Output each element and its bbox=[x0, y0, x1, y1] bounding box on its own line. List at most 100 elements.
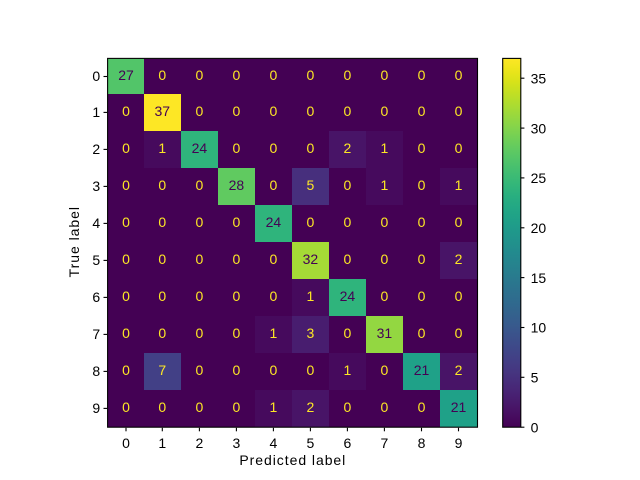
svg-text:32: 32 bbox=[303, 251, 319, 267]
svg-text:15: 15 bbox=[531, 270, 547, 286]
svg-text:1: 1 bbox=[307, 288, 315, 304]
svg-text:0: 0 bbox=[344, 214, 352, 230]
svg-text:5: 5 bbox=[92, 252, 100, 268]
svg-text:0: 0 bbox=[233, 362, 241, 378]
svg-text:27: 27 bbox=[118, 67, 134, 83]
svg-text:0: 0 bbox=[418, 67, 426, 83]
svg-text:1: 1 bbox=[270, 399, 278, 415]
svg-text:0: 0 bbox=[381, 251, 389, 267]
svg-text:0: 0 bbox=[344, 103, 352, 119]
svg-text:0: 0 bbox=[418, 214, 426, 230]
svg-text:0: 0 bbox=[381, 399, 389, 415]
svg-text:0: 0 bbox=[455, 325, 463, 341]
svg-text:0: 0 bbox=[158, 399, 166, 415]
svg-text:0: 0 bbox=[307, 67, 315, 83]
svg-text:1: 1 bbox=[381, 140, 389, 156]
svg-text:0: 0 bbox=[233, 67, 241, 83]
svg-text:0: 0 bbox=[196, 288, 204, 304]
svg-text:5: 5 bbox=[307, 177, 315, 193]
svg-text:1: 1 bbox=[381, 177, 389, 193]
svg-text:0: 0 bbox=[233, 288, 241, 304]
svg-text:1: 1 bbox=[92, 104, 100, 120]
svg-text:9: 9 bbox=[455, 435, 463, 451]
svg-text:0: 0 bbox=[307, 362, 315, 378]
svg-text:0: 0 bbox=[122, 103, 130, 119]
svg-text:0: 0 bbox=[418, 103, 426, 119]
svg-text:1: 1 bbox=[158, 140, 166, 156]
svg-text:2: 2 bbox=[307, 399, 315, 415]
svg-text:0: 0 bbox=[196, 362, 204, 378]
svg-text:5: 5 bbox=[531, 370, 539, 386]
svg-text:0: 0 bbox=[307, 140, 315, 156]
svg-text:0: 0 bbox=[122, 251, 130, 267]
svg-text:5: 5 bbox=[307, 435, 315, 451]
svg-text:0: 0 bbox=[196, 177, 204, 193]
svg-text:0: 0 bbox=[233, 103, 241, 119]
svg-text:0: 0 bbox=[233, 214, 241, 230]
svg-text:0: 0 bbox=[122, 435, 130, 451]
svg-text:0: 0 bbox=[344, 325, 352, 341]
svg-text:30: 30 bbox=[531, 120, 547, 136]
svg-text:True label: True label bbox=[66, 206, 82, 277]
svg-text:0: 0 bbox=[418, 325, 426, 341]
svg-text:9: 9 bbox=[92, 400, 100, 416]
svg-text:1: 1 bbox=[158, 435, 166, 451]
svg-text:35: 35 bbox=[531, 70, 547, 86]
svg-text:0: 0 bbox=[158, 288, 166, 304]
svg-text:37: 37 bbox=[155, 103, 171, 119]
svg-text:0: 0 bbox=[418, 251, 426, 267]
svg-text:0: 0 bbox=[270, 288, 278, 304]
svg-text:7: 7 bbox=[381, 435, 389, 451]
svg-text:2: 2 bbox=[455, 362, 463, 378]
svg-text:25: 25 bbox=[531, 170, 547, 186]
svg-text:2: 2 bbox=[455, 251, 463, 267]
svg-text:0: 0 bbox=[270, 251, 278, 267]
svg-text:0: 0 bbox=[531, 419, 539, 435]
svg-text:0: 0 bbox=[122, 399, 130, 415]
svg-text:0: 0 bbox=[455, 288, 463, 304]
svg-text:3: 3 bbox=[92, 178, 100, 194]
svg-text:3: 3 bbox=[307, 325, 315, 341]
svg-text:0: 0 bbox=[122, 325, 130, 341]
svg-text:8: 8 bbox=[92, 363, 100, 379]
svg-text:0: 0 bbox=[307, 214, 315, 230]
svg-text:0: 0 bbox=[122, 362, 130, 378]
svg-text:0: 0 bbox=[270, 103, 278, 119]
svg-text:0: 0 bbox=[158, 325, 166, 341]
svg-text:0: 0 bbox=[344, 177, 352, 193]
svg-text:0: 0 bbox=[122, 288, 130, 304]
svg-text:8: 8 bbox=[418, 435, 426, 451]
svg-text:Predicted label: Predicted label bbox=[239, 452, 346, 468]
svg-text:0: 0 bbox=[270, 140, 278, 156]
svg-text:0: 0 bbox=[455, 214, 463, 230]
svg-text:0: 0 bbox=[233, 325, 241, 341]
svg-text:0: 0 bbox=[344, 67, 352, 83]
svg-text:7: 7 bbox=[158, 362, 166, 378]
svg-text:0: 0 bbox=[455, 67, 463, 83]
svg-text:10: 10 bbox=[531, 320, 547, 336]
svg-text:0: 0 bbox=[122, 177, 130, 193]
svg-text:20: 20 bbox=[531, 220, 547, 236]
svg-text:0: 0 bbox=[196, 399, 204, 415]
svg-text:6: 6 bbox=[344, 435, 352, 451]
svg-text:0: 0 bbox=[92, 68, 100, 84]
svg-text:24: 24 bbox=[192, 140, 208, 156]
svg-text:2: 2 bbox=[92, 141, 100, 157]
svg-text:0: 0 bbox=[381, 288, 389, 304]
svg-text:2: 2 bbox=[344, 140, 352, 156]
svg-text:0: 0 bbox=[158, 251, 166, 267]
svg-text:24: 24 bbox=[340, 288, 356, 304]
svg-text:2: 2 bbox=[196, 435, 204, 451]
svg-text:7: 7 bbox=[92, 326, 100, 342]
svg-text:4: 4 bbox=[270, 435, 278, 451]
svg-text:0: 0 bbox=[122, 140, 130, 156]
svg-text:0: 0 bbox=[158, 214, 166, 230]
svg-text:0: 0 bbox=[233, 399, 241, 415]
svg-text:0: 0 bbox=[381, 214, 389, 230]
svg-text:3: 3 bbox=[233, 435, 241, 451]
svg-text:0: 0 bbox=[158, 177, 166, 193]
svg-text:1: 1 bbox=[455, 177, 463, 193]
svg-text:6: 6 bbox=[92, 289, 100, 305]
svg-text:0: 0 bbox=[418, 399, 426, 415]
svg-text:0: 0 bbox=[307, 103, 315, 119]
